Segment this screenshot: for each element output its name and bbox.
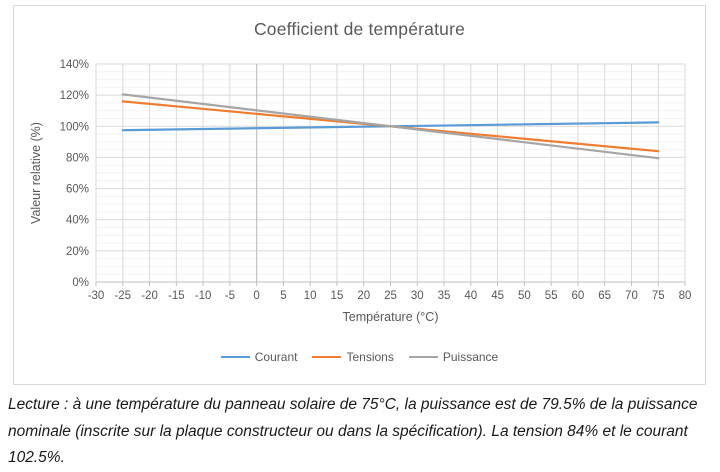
- legend-line-swatch: [408, 356, 438, 358]
- y-tick-label: 80%: [66, 152, 89, 164]
- x-tick-label: -25: [114, 290, 131, 302]
- chart-frame: -30 -25 -20 -15 -10 -5 0 5 10 15 20 25 30 35 40 45 50 55 6…: [13, 5, 706, 385]
- legend-line-swatch: [312, 356, 342, 358]
- y-tick-label: 100%: [60, 121, 89, 133]
- legend-label: Puissance: [442, 350, 499, 364]
- x-tick-label: 15: [331, 290, 344, 302]
- y-tick-label: 120%: [60, 90, 89, 102]
- x-tick-label: -15: [168, 290, 185, 302]
- legend-item-courant: Courant: [220, 350, 298, 364]
- legend-item-tensions: Tensions: [312, 350, 394, 364]
- y-tick-label: 0%: [72, 277, 89, 289]
- legend-label: Tensions: [346, 350, 394, 364]
- series-line-puissance: [121, 93, 660, 160]
- y-axis-title: Valeur relative (%): [29, 122, 43, 224]
- x-tick-label: 35: [438, 290, 451, 302]
- x-tick-label: 50: [518, 290, 531, 302]
- legend-line-swatch: [220, 356, 250, 358]
- x-tick-label: 60: [572, 290, 585, 302]
- x-tick-label: 45: [491, 290, 504, 302]
- x-tick-label: 70: [625, 290, 638, 302]
- chart-plot-area: -30 -25 -20 -15 -10 -5 0 5 10 15 20 25 30 35 40 45 50 55 6…: [29, 59, 692, 324]
- y-tick-label: 140%: [60, 59, 89, 71]
- x-tick-label: -20: [141, 290, 158, 302]
- x-tick-label: 40: [464, 290, 477, 302]
- x-tick-label: 55: [545, 290, 558, 302]
- x-tick-label: 25: [384, 290, 397, 302]
- x-tick-label: 0: [253, 290, 259, 302]
- x-tick-label: 75: [652, 290, 665, 302]
- legend-label: Courant: [254, 350, 298, 364]
- chart-legend: Courant Tensions Puissance: [14, 350, 705, 364]
- legend-item-puissance: Puissance: [408, 350, 499, 364]
- x-tick-label: 30: [411, 290, 424, 302]
- x-tick-label: -10: [195, 290, 212, 302]
- y-tick-label: 60%: [66, 184, 89, 196]
- chart-title: Coefficient de température: [253, 19, 466, 39]
- x-tick-label: -5: [225, 290, 235, 302]
- x-tick-label: 80: [679, 290, 692, 302]
- x-tick-label: 20: [357, 290, 370, 302]
- y-tick-label: 20%: [66, 246, 89, 258]
- y-tick-label: 40%: [66, 215, 89, 227]
- figure-caption: Lecture : à une température du panneau s…: [8, 396, 698, 467]
- x-axis-title: Température (°C): [343, 310, 439, 324]
- x-tick-label: -30: [88, 290, 105, 302]
- x-tick-label: 5: [280, 290, 286, 302]
- x-tick-label: 10: [304, 290, 317, 302]
- x-tick-label: 65: [598, 290, 611, 302]
